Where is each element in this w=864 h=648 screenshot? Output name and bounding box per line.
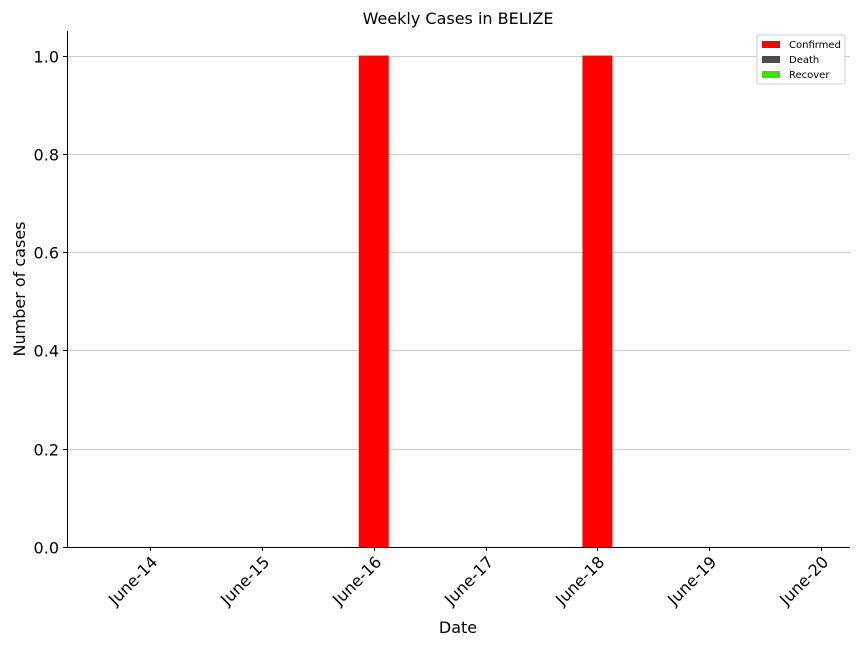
- y-ticks: 0.0 0.2 0.4 0.6 0.8 1.0: [34, 48, 67, 558]
- y-tick-label: 0.4: [34, 342, 59, 361]
- x-tick-label: June-16: [328, 552, 385, 609]
- bar-confirmed-june-16: [358, 55, 389, 547]
- legend-label-death: Death: [789, 55, 819, 66]
- y-tick-label: 0.2: [34, 441, 59, 460]
- x-tick-label: June-19: [663, 552, 720, 609]
- x-axis-title: Date: [439, 618, 477, 637]
- y-axis-title: Number of cases: [10, 222, 29, 357]
- legend-swatch-death: [762, 56, 780, 63]
- x-tick-label: June-18: [551, 552, 608, 609]
- gridlines: [67, 56, 850, 450]
- y-tick-label: 0.6: [34, 244, 59, 263]
- x-tick-label: June-17: [440, 552, 497, 609]
- bars: [358, 55, 613, 547]
- chart-title: Weekly Cases in BELIZE: [363, 9, 554, 28]
- axes: [67, 31, 850, 548]
- legend-label-recover: Recover: [789, 70, 830, 81]
- legend: Confirmed Death Recover: [756, 34, 846, 85]
- bar-confirmed-june-18: [582, 55, 613, 547]
- y-tick-label: 1.0: [34, 48, 59, 67]
- legend-swatch-recover: [762, 71, 780, 78]
- x-tick-label: June-20: [775, 552, 832, 609]
- x-ticks: June-14 June-15 June-16 June-17 June-18 June-…: [104, 547, 832, 610]
- x-tick-label: June-15: [216, 552, 273, 609]
- legend-swatch-confirmed: [762, 41, 780, 48]
- x-tick-label: June-14: [104, 552, 161, 609]
- legend-label-confirmed: Confirmed: [789, 40, 841, 51]
- y-tick-label: 0.0: [34, 539, 59, 558]
- y-tick-label: 0.8: [34, 146, 59, 165]
